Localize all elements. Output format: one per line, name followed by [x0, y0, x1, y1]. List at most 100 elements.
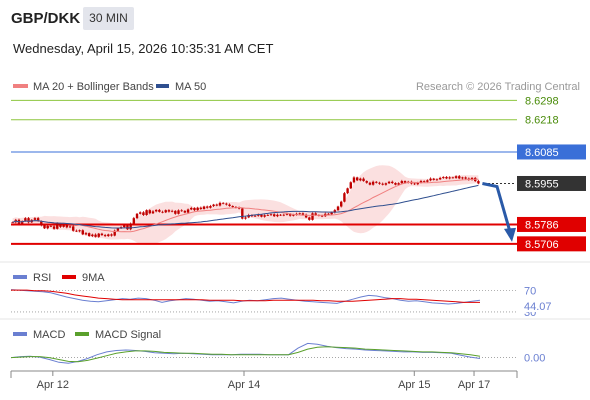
candle-body	[387, 181, 391, 184]
candle-body	[11, 222, 14, 224]
resistance-label: 8.6218	[525, 115, 559, 127]
x-tick-label: Apr 15	[398, 379, 430, 391]
candle-body	[320, 215, 324, 217]
candle-body	[263, 215, 266, 217]
candle-body	[419, 181, 423, 183]
candle-body	[397, 183, 400, 185]
candle-body	[371, 181, 375, 185]
candle-body	[301, 213, 305, 215]
candle-body	[276, 214, 279, 217]
candle-body	[458, 176, 461, 179]
support-label-bg	[517, 216, 586, 232]
support-label-bg	[517, 236, 586, 252]
candle-body	[384, 183, 388, 185]
ma50-line	[12, 184, 479, 229]
candle-body	[59, 223, 62, 227]
candle-body	[355, 177, 359, 181]
candle-body	[215, 204, 218, 206]
candle-body	[266, 215, 270, 216]
forecast-arrow	[482, 182, 512, 233]
candle-body	[349, 182, 352, 189]
chart-header: GBP/DKK 30 MIN Wednesday, April 15, 2026…	[0, 0, 590, 70]
candle-body	[100, 233, 104, 236]
forecast-arrow-head	[504, 227, 516, 242]
candle-body	[285, 213, 289, 215]
rsi-ma-legend-swatch	[62, 275, 76, 279]
candle-body	[97, 233, 100, 237]
candle-body	[314, 213, 317, 215]
candle-body	[394, 183, 397, 185]
candle-body	[426, 180, 429, 182]
rsi-tick-label: 70	[524, 286, 536, 298]
candle-body	[33, 218, 37, 220]
candle-body	[129, 223, 132, 230]
candle-body	[304, 214, 308, 218]
candle-body	[454, 176, 458, 178]
candle-body	[62, 224, 65, 227]
candle-body	[330, 212, 333, 215]
candle-body	[241, 208, 244, 219]
candle-body	[375, 181, 378, 183]
symbol-title: GBP/DKK	[11, 10, 81, 27]
candle-body	[206, 206, 209, 208]
candle-body	[116, 228, 120, 231]
candle-body	[340, 201, 343, 207]
candle-body	[231, 206, 234, 207]
copyright-text: Research © 2026 Trading Central	[416, 81, 580, 93]
candle-body	[218, 202, 222, 206]
candle-body	[154, 209, 158, 212]
candle-body	[132, 218, 136, 224]
candle-body	[24, 218, 27, 222]
candle-body	[429, 178, 432, 181]
candle-body	[352, 177, 356, 183]
x-axis: Apr 12 Apr 14 Apr 15 Apr 17	[37, 371, 490, 391]
candle-body	[435, 179, 439, 181]
candle-body	[52, 226, 56, 229]
candle-body	[94, 234, 97, 237]
candle-body	[288, 213, 292, 216]
rsi-current-bg	[518, 299, 558, 312]
candle-body	[202, 206, 206, 209]
candle-body	[346, 188, 349, 194]
candle-body	[142, 212, 145, 215]
candle-body	[260, 214, 263, 217]
support-label: 8.5786	[525, 219, 559, 231]
x-tick-label: Apr 14	[228, 379, 260, 391]
candle-body	[247, 215, 250, 218]
macd-line	[10, 342, 481, 364]
rsi-line	[10, 289, 481, 305]
candle-body	[422, 181, 426, 182]
rsi-legend-label: RSI	[33, 272, 51, 284]
candle-body	[72, 226, 75, 231]
candle-body	[333, 210, 337, 213]
candle-body	[448, 177, 451, 179]
macd-legend-label: MACD	[33, 329, 65, 341]
candle-body	[362, 178, 365, 182]
candle-body	[237, 207, 241, 209]
candle-body	[451, 177, 455, 179]
candle-body	[167, 210, 171, 212]
ma50-legend-swatch	[156, 84, 169, 88]
price-panel: 8.6298 8.6218 8.6085 8.5955 8.5786 8.5706	[11, 95, 586, 252]
support-label: 8.5706	[525, 239, 559, 251]
timeframe-button[interactable]: 30 MIN	[83, 7, 134, 30]
candle-body	[359, 178, 362, 181]
candle-body	[432, 178, 435, 180]
candle-body	[158, 209, 161, 212]
candle-body	[180, 210, 183, 212]
candle-body	[477, 181, 480, 184]
rsi-ma-line	[11, 289, 480, 303]
candle-body	[253, 215, 257, 217]
candle-body	[186, 209, 190, 213]
candle-body	[225, 203, 228, 205]
candle-body	[221, 202, 225, 204]
candle-body	[46, 225, 49, 229]
current-price-label-bg	[517, 175, 586, 191]
candle-body	[461, 177, 464, 179]
candle-body	[170, 210, 174, 212]
candle-body	[209, 206, 212, 208]
candle-body	[381, 183, 384, 185]
candle-body	[43, 225, 46, 229]
candle-body	[103, 235, 107, 237]
